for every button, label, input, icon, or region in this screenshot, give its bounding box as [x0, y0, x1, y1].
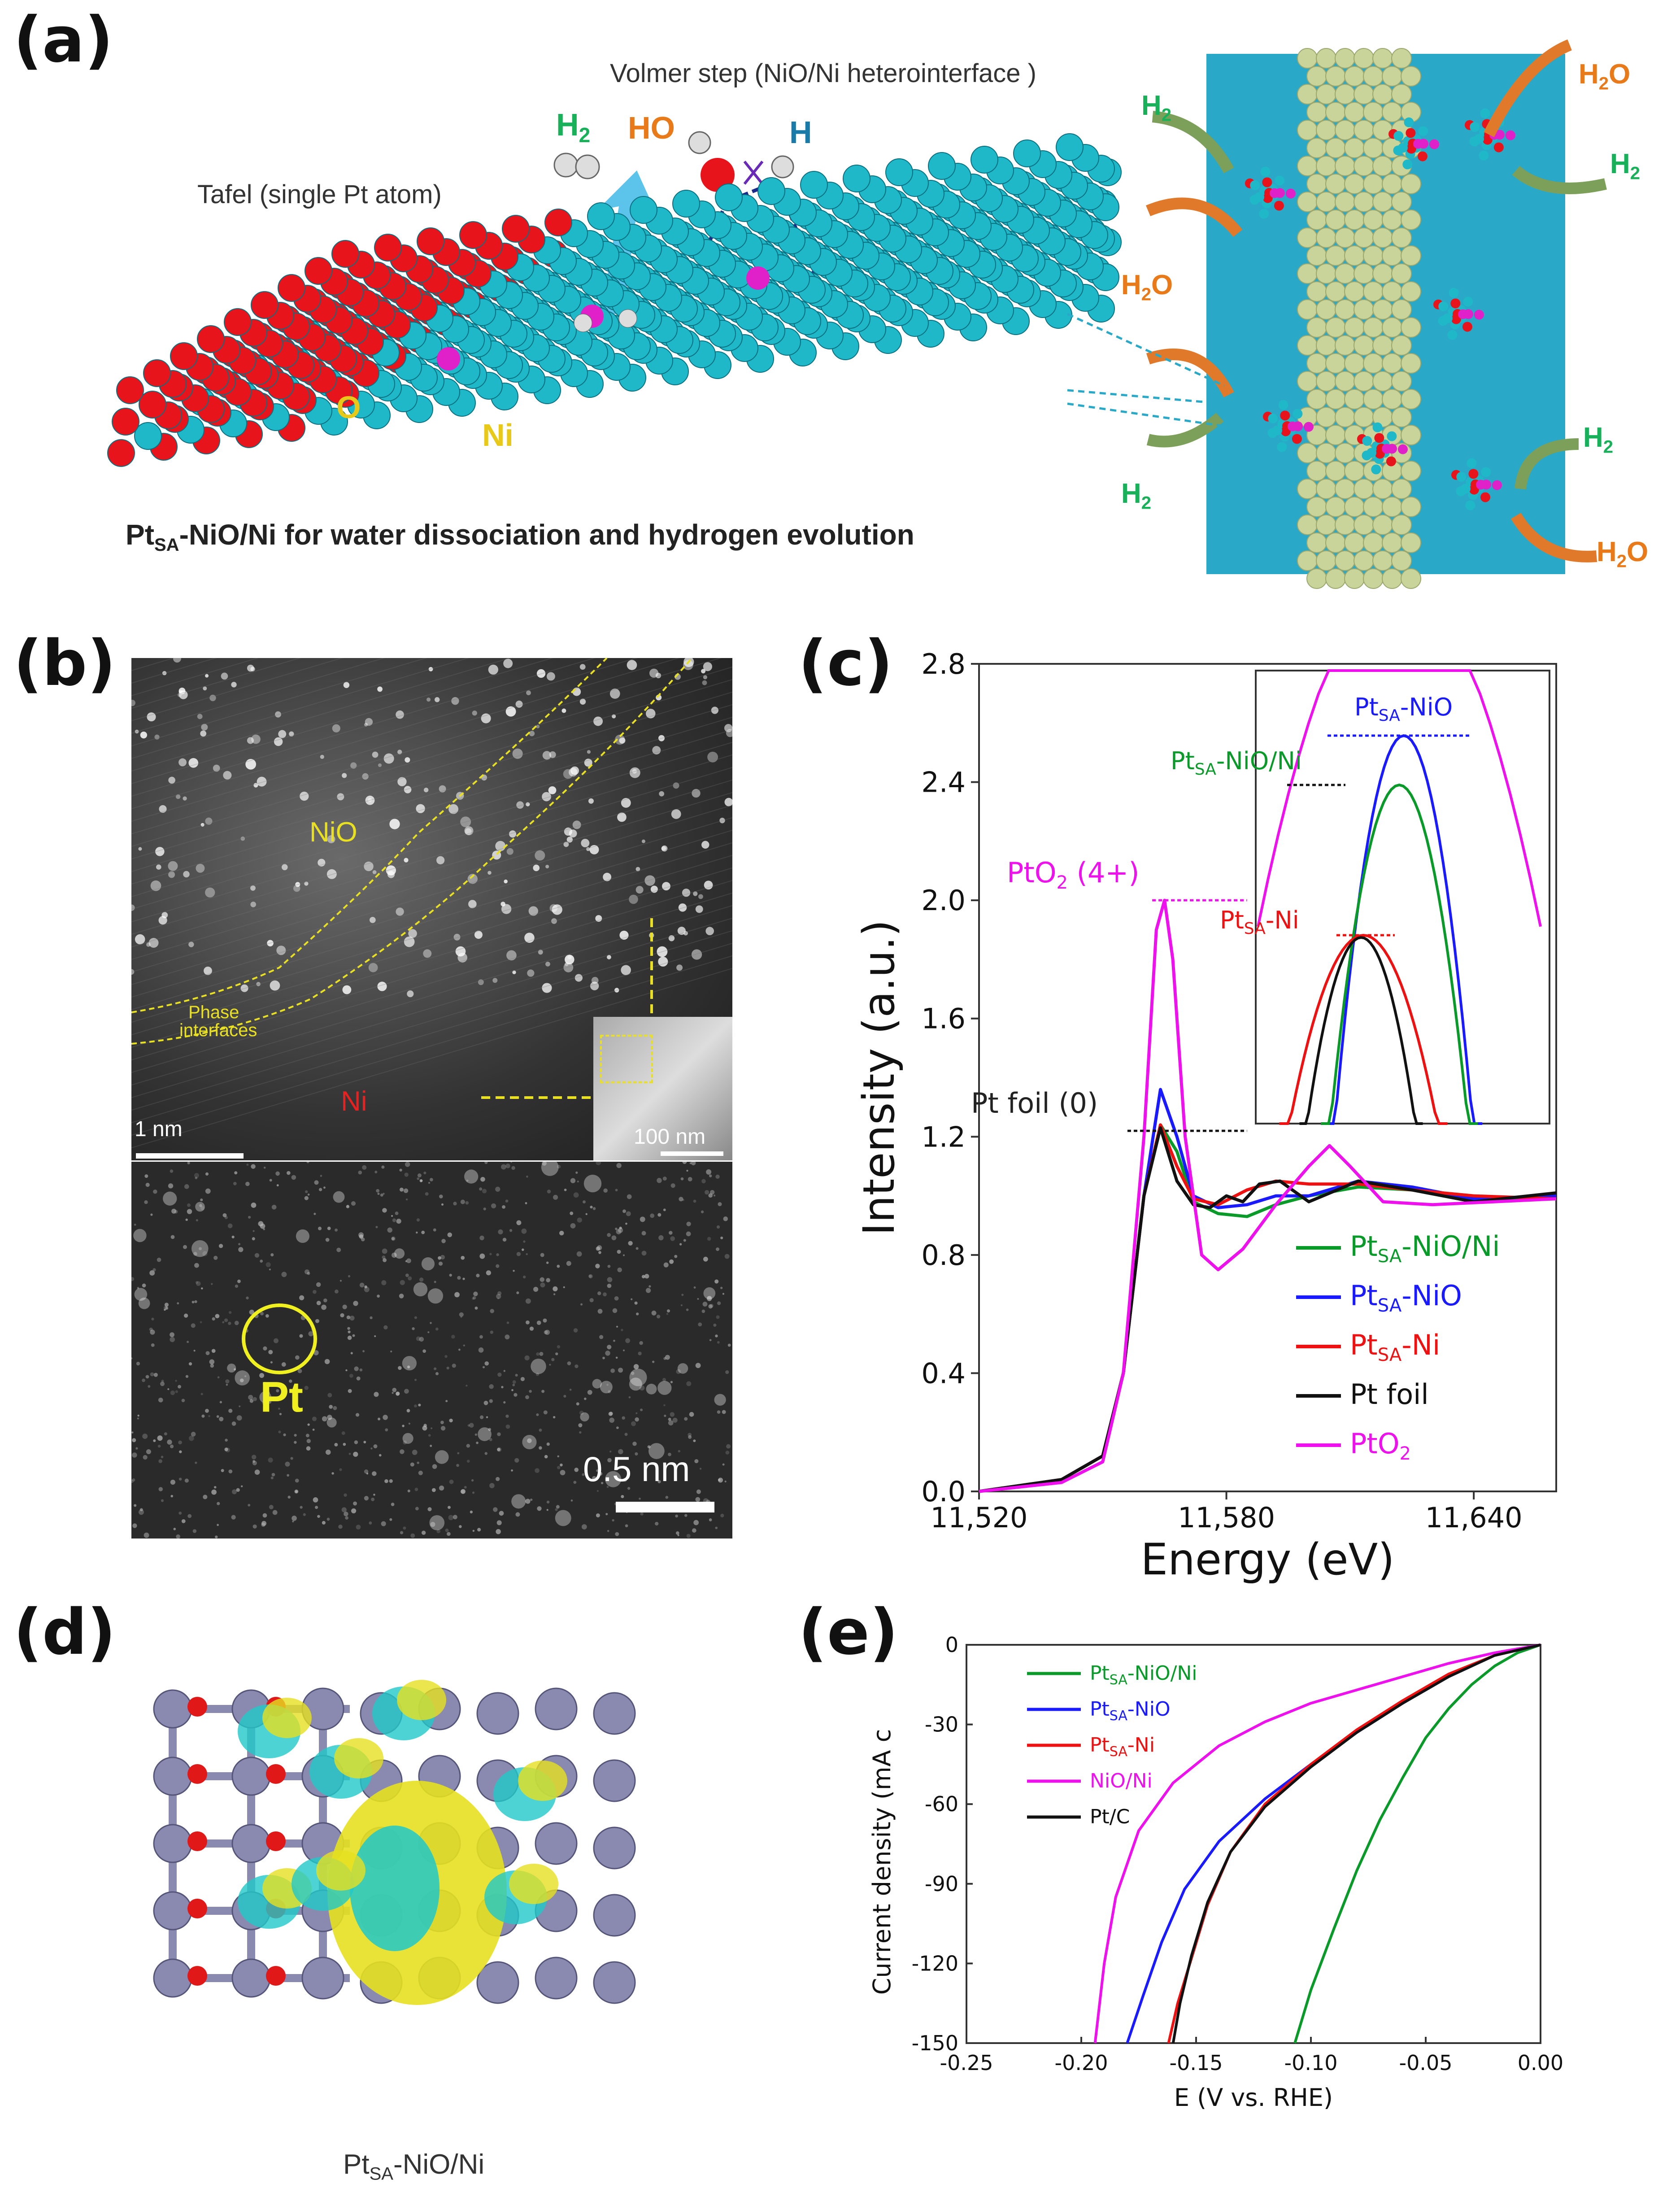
stem-image-bottom [131, 1162, 732, 1539]
e-series-ptc [1171, 1643, 1541, 2044]
e-legend-label: PtSA-NiO [1090, 1698, 1171, 1724]
e-xlabel: E (V vs. RHE) [1174, 2083, 1333, 2112]
stem-image-top: 100 nm [131, 658, 732, 1160]
h2o-arrow-2 [1484, 39, 1572, 137]
ni-atom-label: Ni [482, 418, 514, 453]
nio-ni-model [153, 1680, 636, 2005]
volmer-step-label: Volmer step (NiO/Ni heterointerface ) [610, 59, 1036, 88]
inset-scale: 100 nm [634, 1125, 706, 1149]
panel-c-label: (c) [798, 627, 893, 700]
tem-inset: 100 nm [593, 1017, 732, 1160]
e-xtick-label: 0.00 [1518, 2051, 1563, 2075]
e-series-ptsani [1167, 1643, 1541, 2044]
e-xtick-label: -0.10 [1284, 2051, 1337, 2075]
pt-atom-label: Pt [260, 1373, 303, 1421]
nio-region-label: NiO [309, 817, 357, 848]
e-legend-label: NiO/Ni [1090, 1770, 1153, 1792]
e-ytick-label: 0 [945, 1633, 958, 1657]
panel-e-label: (e) [798, 1596, 898, 1669]
h-label: H [789, 115, 812, 150]
h2o-arrow-1 [1146, 197, 1243, 237]
scale-label-bottom: 0.5 nm [583, 1449, 690, 1489]
e-ytick-label: -150 [912, 2031, 958, 2055]
e-ytick-label: -60 [925, 1792, 958, 1816]
o-atom-label: O [336, 390, 361, 425]
e-series-ptsanio [1126, 1643, 1541, 2044]
ni-region-label: Ni [341, 1086, 367, 1117]
h2o-label-r1: H2O [1579, 59, 1631, 94]
h2o-arrow-4 [1510, 513, 1597, 562]
panel-d-caption: PtSA-NiO/Ni [343, 2149, 485, 2184]
e-legend-label: PtSA-NiO/Ni [1090, 1662, 1197, 1688]
pt-nio-clusters [1245, 108, 1515, 510]
panel-b-label: (b) [13, 627, 116, 700]
e-series-ptsanioni [1293, 1643, 1541, 2044]
h2o-label-r3: H2O [1597, 536, 1649, 571]
e-xtick-label: -0.20 [1054, 2051, 1108, 2075]
h2o-label-r2: H2O [1121, 270, 1173, 305]
e-ytick-label: -90 [925, 1872, 958, 1896]
panel-a-caption: PtSA-NiO/Ni for water dissociation and h… [126, 519, 914, 555]
phase-label-2: interfaces [179, 1020, 257, 1040]
h2-label-r2: H2 [1610, 148, 1641, 183]
nio-ni-slab [107, 133, 1122, 467]
e-legend-label: PtSA-Ni [1090, 1734, 1155, 1760]
h2o-arrow-3 [1146, 349, 1234, 397]
h2-label-r3: H2 [1583, 422, 1614, 457]
ho-label: HO [628, 110, 675, 145]
panel-a-label: (a) [13, 4, 113, 77]
phase-label-1: Phase [188, 1002, 239, 1022]
e-xtick-label: -0.15 [1169, 2051, 1223, 2075]
e-ylabel: Current density (mA c [868, 1729, 896, 1995]
lsv-plot-frame [966, 1644, 1541, 2044]
e-legend-label: Pt/C [1090, 1805, 1130, 1828]
tafel-label: Tafel (single Pt atom) [197, 180, 442, 209]
e-ytick-label: -30 [925, 1713, 958, 1737]
panel-a-illustration [107, 39, 1607, 589]
e-xtick-label: -0.25 [940, 2051, 993, 2075]
h2-arrow-4 [1515, 438, 1579, 490]
scale-label-top: 1 nm [135, 1117, 183, 1141]
h2-label-a: H2 [556, 107, 591, 147]
h2-label-r1: H2 [1141, 90, 1172, 125]
phase-interface-upper [131, 658, 608, 1013]
phase-interface-lower [131, 658, 693, 1045]
zoom-dashed-lines [1066, 313, 1225, 427]
pt-atom-circle [242, 1303, 317, 1374]
panel-d-label: (d) [13, 1596, 116, 1669]
charge-depletion-lobe [350, 1826, 440, 1951]
h2-arrow-2 [1512, 166, 1607, 194]
h2-arrow-1 [1152, 111, 1234, 174]
stem-bottom-overlay [131, 1162, 731, 1539]
e-ytick-label: -120 [912, 1951, 958, 1975]
e-series-nioni [1093, 1643, 1541, 2044]
e-xtick-label: -0.05 [1399, 2051, 1452, 2075]
stem-top-overlay [131, 658, 732, 1159]
h2-label-r4: H2 [1121, 478, 1152, 513]
